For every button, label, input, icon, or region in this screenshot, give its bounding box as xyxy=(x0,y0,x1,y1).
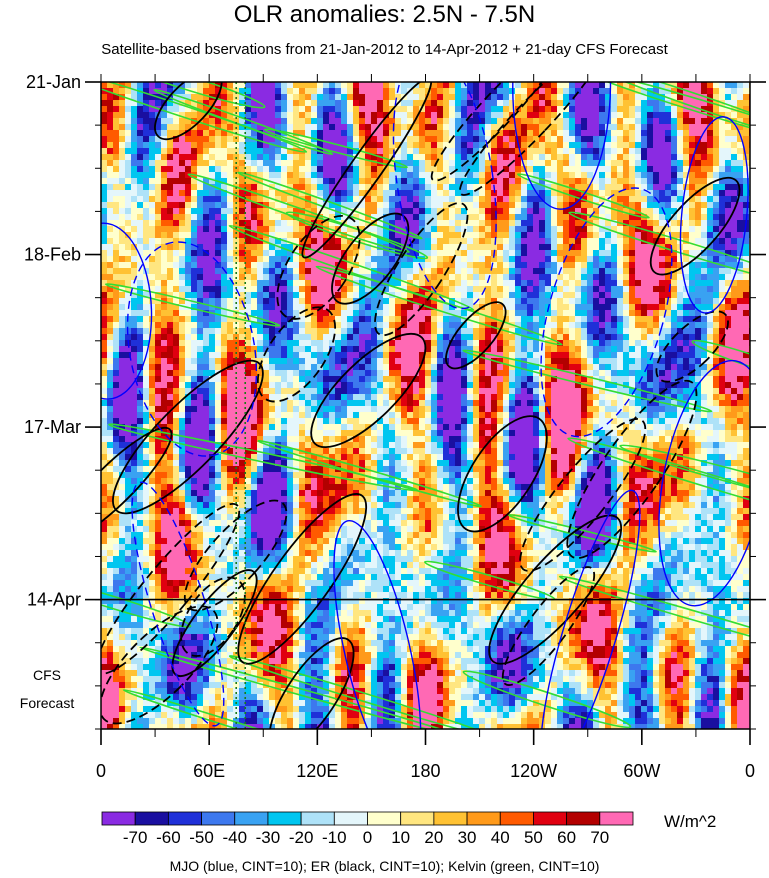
colorbar-box xyxy=(466,811,501,826)
colorbar-box xyxy=(533,811,568,826)
colorbar-box xyxy=(267,811,302,826)
x-axis: 0 60E 120E 180 120W 60W 0 xyxy=(96,74,755,781)
x-tick-label: 120W xyxy=(510,761,557,781)
colorbar-box xyxy=(101,811,136,826)
colorbar-level-label: 50 xyxy=(524,828,543,847)
x-tick-label: 120E xyxy=(296,761,338,781)
y-tick-label: 21-Jan xyxy=(26,72,81,92)
chart-subtitle: Satellite-based bservations from 21-Jan-… xyxy=(101,41,668,58)
anomaly-heatmap xyxy=(101,82,750,729)
colorbar-level-label: 0 xyxy=(363,828,372,847)
colorbar-level-label: -60 xyxy=(156,828,181,847)
chart-title: OLR anomalies: 2.5N - 7.5N xyxy=(233,1,536,28)
colorbar-level-label: 60 xyxy=(557,828,576,847)
colorbar-level-label: -10 xyxy=(322,828,347,847)
colorbar-level-label: -20 xyxy=(289,828,314,847)
chart-caption: MJO (blue, CINT=10); ER (black, CINT=10)… xyxy=(169,858,600,874)
colorbar-box xyxy=(433,811,468,826)
colorbar-units: W/m^2 xyxy=(664,812,717,831)
colorbar-box xyxy=(234,811,269,826)
colorbar-box xyxy=(167,811,202,826)
x-tick-label: 180 xyxy=(410,761,440,781)
x-tick-label: 0 xyxy=(96,761,106,781)
wave-contours xyxy=(101,82,750,729)
forecast-label: CFS Forecast xyxy=(20,667,75,711)
y-tick-label: 14-Apr xyxy=(27,590,81,610)
guide-lines xyxy=(101,82,750,729)
colorbar-level-label: -70 xyxy=(123,828,148,847)
colorbar-box xyxy=(599,811,634,826)
y-tick-label: 18-Feb xyxy=(24,245,81,265)
x-tick-label: 60W xyxy=(623,761,660,781)
colorbar-box xyxy=(300,811,335,826)
colorbar-level-label: 10 xyxy=(391,828,410,847)
forecast-label-line-1: CFS xyxy=(33,667,61,683)
colorbar-level-label: -50 xyxy=(189,828,214,847)
colorbar-level-label: 40 xyxy=(491,828,510,847)
y-axis: 21-Jan 18-Feb 17-Mar 14-Apr xyxy=(24,72,766,730)
colorbar-level-label: -30 xyxy=(256,828,281,847)
colorbar-box xyxy=(134,811,169,826)
colorbar-box xyxy=(566,811,601,826)
colorbar-box xyxy=(499,811,534,826)
x-tick-label: 60E xyxy=(193,761,225,781)
colorbar-box xyxy=(201,811,236,826)
x-tick-label: 0 xyxy=(745,761,755,781)
y-tick-label: 17-Mar xyxy=(24,417,81,437)
forecast-label-line-2: Forecast xyxy=(20,695,75,711)
colorbar-level-label: 20 xyxy=(424,828,443,847)
colorbar-level-label: -40 xyxy=(222,828,247,847)
colorbar: -70 -60 -50 -40 -30 -20 -10 0 10 20 30 40 50 60 70 xyxy=(101,811,634,847)
colorbar-box xyxy=(400,811,435,826)
colorbar-level-label: 30 xyxy=(458,828,477,847)
colorbar-level-label: 70 xyxy=(590,828,609,847)
colorbar-box xyxy=(333,811,368,826)
colorbar-box xyxy=(367,811,402,826)
